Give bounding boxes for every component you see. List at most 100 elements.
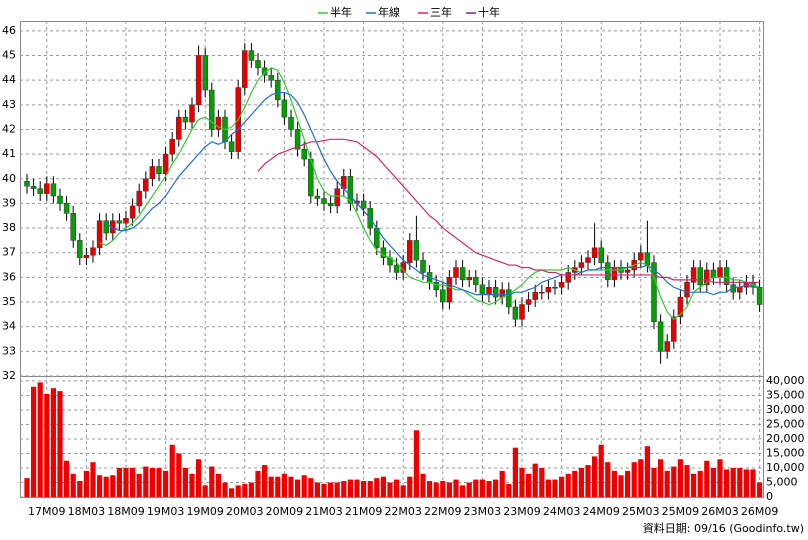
candle-body (24, 180, 30, 187)
candle-body (77, 240, 83, 258)
candle-body (169, 139, 175, 155)
volume-bar (44, 393, 50, 497)
candle-body (440, 289, 446, 303)
volume-bar (380, 476, 386, 497)
candle-body (70, 213, 76, 241)
candle-body (136, 190, 142, 207)
candle-body (30, 185, 37, 189)
volume-bar (235, 485, 241, 497)
volume-bar (367, 481, 373, 497)
volume-bar (110, 475, 116, 497)
candle-body (268, 74, 274, 81)
legend-label: 三年 (430, 5, 452, 19)
volume-bar (242, 483, 248, 497)
volume-bar (97, 475, 103, 497)
volume-bar (308, 478, 314, 497)
x-tick-label: 22M03 (384, 505, 422, 518)
x-tick-label: 24M03 (543, 505, 581, 518)
volume-bar (512, 447, 518, 497)
legend-label: 十年 (478, 5, 500, 19)
candle-body (756, 287, 763, 305)
volume-bar (361, 481, 367, 497)
volume-bar (691, 473, 697, 497)
volume-bar (433, 482, 439, 497)
candle-body (519, 304, 525, 320)
candle-body (710, 269, 717, 278)
volume-bar (598, 444, 604, 497)
volume-bar (149, 467, 155, 497)
candle-body (123, 217, 129, 224)
candle-body (492, 287, 499, 298)
y-tick-label: 36 (2, 270, 16, 283)
candle-body (723, 267, 730, 286)
candle-body (671, 316, 677, 342)
volume-bar (301, 475, 307, 497)
volume-bar (539, 467, 545, 497)
candle-body (539, 291, 545, 294)
volume-bar (519, 467, 525, 497)
candle-body (684, 282, 690, 298)
ma-line (99, 67, 760, 321)
y-tick-label: 37 (2, 246, 16, 259)
volume-bar (427, 481, 433, 497)
y-tick-label: 45 (2, 49, 16, 62)
volume-tick-label: 35,000 (766, 388, 805, 401)
candle-body (558, 282, 565, 288)
candle-body (690, 267, 697, 283)
volume-bar (697, 470, 703, 497)
ma-line (257, 138, 760, 283)
candle-body (301, 148, 307, 160)
candle-body (598, 247, 604, 263)
volume-bar (209, 466, 215, 497)
volume-bar (334, 482, 340, 497)
candle-body (525, 299, 532, 305)
candle-body (585, 257, 591, 263)
volume-bar (585, 465, 591, 497)
candle-body (407, 240, 413, 263)
candle-body (565, 272, 571, 283)
candle-body (479, 284, 486, 295)
volume-bar (255, 470, 261, 497)
x-tick-label: 25M03 (622, 505, 660, 518)
x-tick-label: 23M03 (464, 505, 502, 518)
candle-body (545, 287, 552, 293)
candle-body (420, 259, 426, 273)
volume-bar (176, 453, 182, 497)
ma-line (105, 91, 760, 296)
volume-bar (116, 467, 122, 497)
y-tick-label: 33 (2, 344, 16, 357)
volume-bar (57, 391, 63, 497)
candle-body (578, 262, 585, 268)
candle-body (321, 198, 327, 204)
candle-body (63, 203, 70, 214)
volume-bar (717, 459, 723, 497)
candle-body (512, 306, 519, 320)
candle-body (228, 141, 235, 152)
candle-body (83, 254, 90, 258)
candle-body (176, 116, 182, 140)
volume-bar (275, 476, 281, 497)
volume-bar (407, 476, 413, 497)
volume-bar (77, 481, 83, 497)
volume-bar (354, 479, 360, 497)
volume-bar (638, 459, 644, 497)
volume-tick-label: 0 (766, 490, 773, 503)
candle-body (453, 267, 459, 278)
candle-body (162, 153, 169, 175)
y-tick-label: 35 (2, 295, 16, 308)
volume-bar (222, 482, 228, 497)
volume-bar (341, 481, 347, 497)
volume-bar (37, 382, 43, 497)
candle-body (664, 341, 670, 352)
volume-bar (321, 483, 327, 497)
volume-tick-label: 30,000 (766, 403, 805, 416)
volume-bar (526, 473, 532, 497)
candle-body (281, 99, 288, 118)
candle-body (360, 200, 367, 209)
volume-bar (281, 473, 287, 497)
volume-bar (103, 476, 109, 497)
candle-body (459, 267, 466, 281)
candle-body (195, 55, 202, 106)
volume-bar (552, 479, 558, 497)
